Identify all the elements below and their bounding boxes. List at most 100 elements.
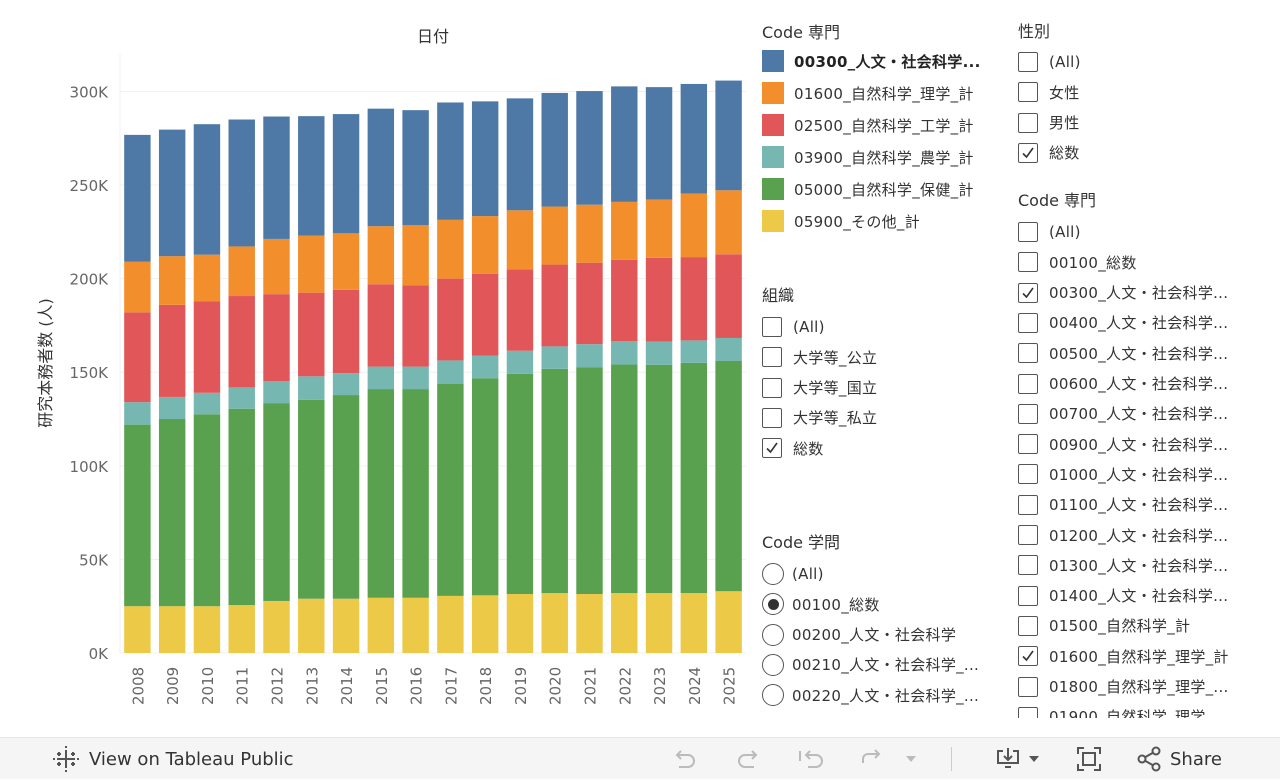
bar-segment[interactable] bbox=[298, 235, 325, 293]
bar-stack[interactable] bbox=[437, 102, 464, 653]
bar-segment[interactable] bbox=[332, 373, 360, 396]
bar-segment[interactable] bbox=[471, 355, 499, 379]
checkbox-icon[interactable] bbox=[1018, 676, 1038, 697]
fullscreen-icon[interactable] bbox=[1075, 738, 1103, 780]
checkbox-icon[interactable] bbox=[1018, 525, 1038, 545]
legend-item[interactable]: 05000_自然科学_保健_計 bbox=[762, 174, 974, 204]
bar-stack[interactable] bbox=[332, 114, 360, 653]
bar-segment[interactable] bbox=[680, 83, 708, 194]
gakumon-option[interactable]: 00100_総数 bbox=[762, 589, 880, 619]
bar-segment[interactable] bbox=[576, 344, 603, 368]
bar-segment[interactable] bbox=[298, 116, 325, 236]
bar-segment[interactable] bbox=[332, 598, 360, 653]
bar-segment[interactable] bbox=[680, 257, 708, 341]
bar-segment[interactable] bbox=[680, 362, 708, 594]
bar-segment[interactable] bbox=[193, 301, 221, 393]
bar-segment[interactable] bbox=[437, 219, 464, 279]
checkbox-checked-icon[interactable] bbox=[1018, 142, 1038, 163]
bar-segment[interactable] bbox=[506, 594, 534, 653]
bar-segment[interactable] bbox=[611, 341, 638, 365]
checkbox-icon[interactable] bbox=[1018, 555, 1038, 576]
organization-option[interactable]: 大学等_国立 bbox=[762, 373, 877, 403]
bar-segment[interactable] bbox=[332, 289, 360, 374]
senmon-option[interactable]: 01800_自然科学_理学_... bbox=[1018, 672, 1229, 702]
bar-segment[interactable] bbox=[437, 383, 464, 596]
legend-item[interactable]: 02500_自然科学_工学_計 bbox=[762, 110, 974, 140]
checkbox-icon[interactable] bbox=[1018, 82, 1038, 103]
bar-segment[interactable] bbox=[715, 80, 742, 191]
bar-stack[interactable] bbox=[471, 101, 499, 653]
senmon-option[interactable]: 00900_人文・社会科学... bbox=[1018, 429, 1228, 459]
bar-stack[interactable] bbox=[506, 98, 534, 653]
bar-stack[interactable] bbox=[576, 91, 603, 653]
legend-item[interactable]: 05900_その他_計 bbox=[762, 206, 920, 236]
bar-segment[interactable] bbox=[298, 598, 325, 653]
gakumon-option[interactable]: 00210_人文・社会科学_... bbox=[762, 650, 979, 680]
bar-segment[interactable] bbox=[402, 110, 429, 226]
bar-segment[interactable] bbox=[193, 254, 221, 302]
bar-segment[interactable] bbox=[402, 366, 429, 390]
bar-segment[interactable] bbox=[402, 597, 429, 653]
bar-segment[interactable] bbox=[645, 199, 673, 258]
bar-segment[interactable] bbox=[193, 414, 221, 607]
bar-stack[interactable] bbox=[158, 129, 186, 653]
bar-segment[interactable] bbox=[541, 593, 568, 653]
bar-segment[interactable] bbox=[228, 605, 255, 653]
bar-segment[interactable] bbox=[506, 98, 534, 211]
senmon-option[interactable]: 00100_総数 bbox=[1018, 247, 1137, 277]
checkbox-icon[interactable] bbox=[1018, 494, 1038, 515]
senmon-option[interactable]: 00300_人文・社会科学... bbox=[1018, 278, 1228, 308]
bar-segment[interactable] bbox=[228, 296, 255, 388]
bar-stack[interactable] bbox=[367, 108, 395, 653]
bar-segment[interactable] bbox=[402, 285, 429, 367]
bar-segment[interactable] bbox=[298, 292, 325, 377]
bar-stack[interactable] bbox=[298, 116, 325, 653]
checkbox-icon[interactable] bbox=[762, 317, 782, 337]
bar-segment[interactable] bbox=[124, 261, 151, 313]
bar-segment[interactable] bbox=[611, 259, 638, 342]
checkbox-icon[interactable] bbox=[1018, 373, 1038, 394]
sex-option[interactable]: 男性 bbox=[1018, 108, 1080, 138]
gakumon-option[interactable]: 00200_人文・社会科学 bbox=[762, 620, 956, 650]
refresh-icon[interactable] bbox=[857, 738, 887, 780]
bar-segment[interactable] bbox=[158, 129, 186, 257]
checkbox-icon[interactable] bbox=[1018, 706, 1038, 718]
bar-segment[interactable] bbox=[715, 337, 742, 361]
sex-option[interactable]: 総数 bbox=[1018, 138, 1080, 168]
bar-segment[interactable] bbox=[367, 226, 395, 285]
refresh-dropdown-icon[interactable] bbox=[904, 738, 918, 780]
bar-segment[interactable] bbox=[541, 346, 568, 369]
organization-option[interactable]: 大学等_私立 bbox=[762, 403, 877, 433]
checkbox-icon[interactable] bbox=[1018, 52, 1038, 72]
bar-segment[interactable] bbox=[471, 378, 499, 596]
radio-icon[interactable] bbox=[762, 623, 784, 646]
legend-item[interactable]: 01600_自然科学_理学_計 bbox=[762, 78, 974, 108]
organization-option[interactable]: 総数 bbox=[762, 433, 824, 463]
bar-segment[interactable] bbox=[158, 256, 186, 305]
undo-icon[interactable] bbox=[670, 738, 698, 780]
bar-stack[interactable] bbox=[541, 92, 568, 653]
senmon-option[interactable]: 01600_自然科学_理学_計 bbox=[1018, 641, 1229, 671]
bar-stack[interactable] bbox=[611, 86, 638, 653]
bar-segment[interactable] bbox=[228, 408, 255, 606]
bar-segment[interactable] bbox=[541, 206, 568, 265]
bar-segment[interactable] bbox=[158, 419, 186, 607]
bar-segment[interactable] bbox=[715, 360, 742, 592]
checkbox-icon[interactable] bbox=[1018, 464, 1038, 485]
bar-segment[interactable] bbox=[367, 284, 395, 367]
radio-selected-icon[interactable] bbox=[762, 593, 784, 616]
bar-segment[interactable] bbox=[541, 368, 568, 594]
bar-segment[interactable] bbox=[402, 389, 429, 598]
bar-segment[interactable] bbox=[645, 364, 673, 594]
bar-segment[interactable] bbox=[124, 134, 151, 262]
checkbox-icon[interactable] bbox=[1018, 615, 1038, 636]
radio-icon[interactable] bbox=[762, 653, 784, 676]
bar-segment[interactable] bbox=[124, 424, 151, 607]
bar-segment[interactable] bbox=[263, 381, 290, 404]
bar-segment[interactable] bbox=[645, 257, 673, 342]
bar-segment[interactable] bbox=[228, 387, 255, 409]
download-icon[interactable] bbox=[994, 738, 1022, 780]
bar-segment[interactable] bbox=[158, 606, 186, 653]
checkbox-icon[interactable] bbox=[762, 347, 782, 368]
radio-icon[interactable] bbox=[762, 684, 784, 707]
